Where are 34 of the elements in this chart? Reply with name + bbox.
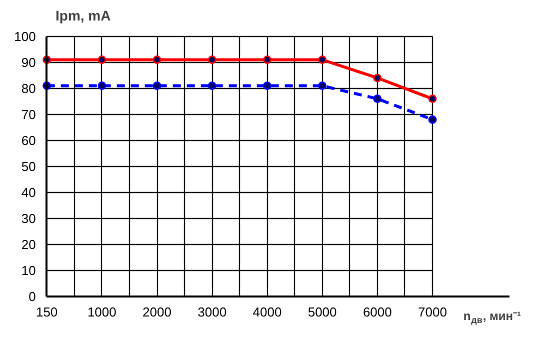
point: [152, 56, 162, 64]
y-tick-label: 90: [21, 54, 36, 70]
point: [318, 82, 327, 90]
point: [262, 82, 272, 90]
point: [262, 56, 272, 64]
x-tick-label: 4000: [252, 304, 282, 320]
y-tick-label: 80: [21, 80, 36, 96]
point: [208, 56, 216, 64]
y-tick-label: 10: [21, 263, 36, 278]
point: [373, 94, 382, 104]
y-tick-label: 70: [21, 106, 36, 122]
y-tick-label: 100: [14, 28, 36, 44]
x-tick-label: 150: [36, 304, 58, 320]
y-tick-label: 30: [21, 211, 36, 226]
point: [152, 82, 162, 90]
y-tick-label: 0: [28, 289, 36, 304]
point: [428, 94, 437, 104]
x-tick-label: 6000: [362, 304, 392, 320]
y-axis-title: Ipm, mA: [56, 8, 111, 24]
x-tick-label: 3000: [198, 304, 227, 320]
y-tick-label: 40: [21, 185, 36, 200]
point: [98, 56, 106, 64]
y-tick-label: 60: [21, 132, 36, 148]
point: [208, 82, 216, 90]
x-tick-label: 1000: [87, 304, 116, 320]
point: [428, 115, 437, 124]
point: [373, 74, 382, 82]
x-tick-label: 7000: [418, 304, 447, 320]
point: [98, 82, 106, 90]
x-tick-label: 5000: [308, 304, 337, 320]
point: [318, 56, 327, 64]
y-tick-label: 50: [21, 158, 36, 174]
y-tick-label: 20: [21, 237, 36, 252]
x-tick-label: 2000: [142, 304, 172, 320]
